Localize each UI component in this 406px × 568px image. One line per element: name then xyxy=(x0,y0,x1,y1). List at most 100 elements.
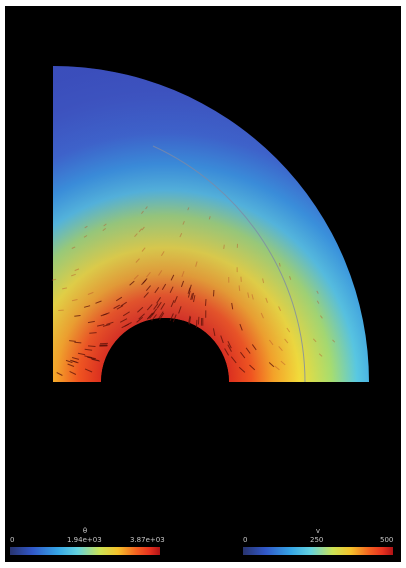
velocity-arrow xyxy=(182,220,185,225)
velocity-arrow xyxy=(84,368,93,373)
velocity-arrow xyxy=(103,223,107,227)
velocity-arrow xyxy=(249,364,256,371)
velocity-arrow xyxy=(169,286,174,294)
velocity-arrow xyxy=(278,262,281,267)
velocity-arrow xyxy=(67,363,75,367)
velocity-arrow xyxy=(65,359,73,364)
velocity-arrow xyxy=(120,301,127,307)
velocity-arrow xyxy=(188,315,191,324)
velocity-arrow xyxy=(83,235,88,238)
velocity-arrow xyxy=(145,285,151,292)
velocity-arrow xyxy=(156,301,162,309)
velocity-arrow xyxy=(197,316,200,325)
velocity-arrow xyxy=(151,308,158,316)
velocity-arrow xyxy=(238,366,246,373)
velocity-arrow xyxy=(154,287,160,294)
velocity-arrow xyxy=(71,273,76,277)
velocity-arrow xyxy=(265,297,268,303)
velocity-arrow xyxy=(146,271,151,278)
velocity-arrow xyxy=(115,296,123,302)
colorbar-velocity-variable: v xyxy=(315,527,321,535)
velocity-arrow xyxy=(191,292,195,300)
velocity-arrow xyxy=(179,232,183,238)
velocity-arrow xyxy=(159,312,165,321)
velocity-arrow xyxy=(95,300,102,304)
velocity-arrow xyxy=(180,280,185,288)
velocity-arrow xyxy=(239,323,243,331)
velocity-arrow xyxy=(262,278,265,284)
velocity-arrow xyxy=(102,323,111,327)
colorbar-theta-variable: θ xyxy=(82,527,88,535)
velocity-arrow xyxy=(74,268,80,272)
velocity-arrow xyxy=(113,304,121,309)
velocity-arrow xyxy=(193,295,196,303)
velocity-arrow xyxy=(187,290,191,298)
velocity-arrow xyxy=(138,228,143,233)
velocity-arrow xyxy=(83,305,91,308)
velocity-arrow xyxy=(138,313,145,320)
velocity-arrow xyxy=(174,296,178,303)
velocity-arrow xyxy=(102,312,110,316)
velocity-arrow xyxy=(189,284,192,292)
velocity-arrow xyxy=(106,321,114,325)
colorbar-velocity: v 0 250 500 xyxy=(243,528,393,562)
velocity-arrows xyxy=(51,206,336,376)
velocity-arrow xyxy=(146,304,153,311)
velocity-arrow xyxy=(147,312,153,320)
velocity-arrow xyxy=(260,312,264,319)
velocity-arrow xyxy=(312,338,317,343)
velocity-arrow xyxy=(286,327,291,333)
colorbar-velocity-tick-mid: 250 xyxy=(310,536,324,544)
velocity-arrow xyxy=(227,344,232,352)
velocity-arrow xyxy=(77,352,86,356)
velocity-arrow xyxy=(74,341,82,344)
colorbar-velocity-tick-max: 500 xyxy=(380,536,394,544)
velocity-arrow xyxy=(230,356,237,364)
velocity-arrow xyxy=(289,276,292,280)
velocity-arrow xyxy=(116,305,124,310)
velocity-arrow xyxy=(124,321,132,327)
velocity-arrow xyxy=(188,316,192,325)
velocity-arrow xyxy=(268,339,274,346)
velocity-arrow xyxy=(251,294,254,300)
colorbar-theta-gradient xyxy=(10,547,160,555)
velocity-arrow xyxy=(224,348,230,356)
velocity-arrow xyxy=(87,345,96,347)
velocity-arrow xyxy=(160,251,165,257)
velocity-arrow xyxy=(62,287,68,290)
quarter-annulus-field-plot xyxy=(51,66,369,383)
velocity-arrow xyxy=(84,225,88,229)
velocity-arrow xyxy=(316,290,319,294)
velocity-arrow xyxy=(69,340,76,342)
velocity-arrow xyxy=(223,244,225,249)
colorbar-theta-tick-mid: 1.94e+03 xyxy=(67,536,102,544)
velocity-arrow xyxy=(205,299,207,306)
velocity-arrow xyxy=(71,246,76,249)
velocity-arrow xyxy=(145,206,148,210)
velocity-arrow xyxy=(90,358,100,362)
velocity-arrow xyxy=(268,362,275,368)
velocity-arrow xyxy=(71,299,78,302)
velocity-arrow xyxy=(84,348,93,351)
velocity-arrow xyxy=(160,302,166,310)
velocity-arrow xyxy=(156,297,162,304)
velocity-arrow xyxy=(88,356,97,360)
velocity-arrow xyxy=(136,316,144,323)
velocity-arrow xyxy=(143,292,149,298)
velocity-arrow xyxy=(133,274,139,280)
velocity-arrow xyxy=(318,353,323,357)
velocity-arrow xyxy=(141,226,145,231)
velocity-arrow xyxy=(71,360,79,364)
outer-shell-shade xyxy=(53,66,369,382)
velocity-arrow xyxy=(280,360,286,366)
velocity-arrow xyxy=(172,314,177,323)
velocity-arrow xyxy=(284,338,289,344)
velocity-arrow xyxy=(87,320,95,324)
velocity-arrow xyxy=(129,280,135,286)
velocity-arrow xyxy=(134,233,138,238)
velocity-arrow xyxy=(122,311,130,317)
velocity-arrow xyxy=(231,302,234,310)
velocity-arrow xyxy=(195,261,198,267)
velocity-arrow xyxy=(208,216,211,220)
velocity-arrow xyxy=(227,340,232,349)
